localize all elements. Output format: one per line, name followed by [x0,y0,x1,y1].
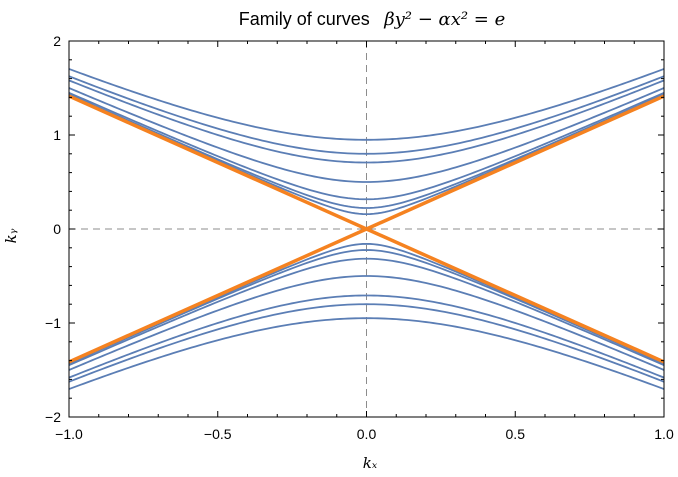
x-tick-label: 1.0 [654,426,674,442]
y-tick-label: 2 [53,33,61,49]
chart-title-text: Family of curves [239,9,370,29]
x-tick-label: −1.0 [55,426,83,442]
x-tick-label: 0.0 [357,426,377,442]
y-tick-label: −1 [45,315,61,331]
y-tick-label: −2 [45,409,61,425]
chart-title-formula: βy² − αx² = e [383,9,505,30]
x-tick-label: −0.5 [204,426,232,442]
y-tick-label: 0 [53,221,61,237]
plot-area: −1.0 −0.5 0.0 0.5 1.0 −2 −1 0 1 2 [45,33,674,442]
x-tick-labels: −1.0 −0.5 0.0 0.5 1.0 [55,426,674,442]
y-tick-labels: −2 −1 0 1 2 [45,33,61,425]
x-axis-label: kₓ [363,454,378,472]
chart-title: Family of curves βy² − αx² = e [239,9,506,30]
y-tick-label: 1 [53,127,61,143]
y-axis-label: kᵧ [2,228,20,243]
x-tick-label: 0.5 [506,426,526,442]
